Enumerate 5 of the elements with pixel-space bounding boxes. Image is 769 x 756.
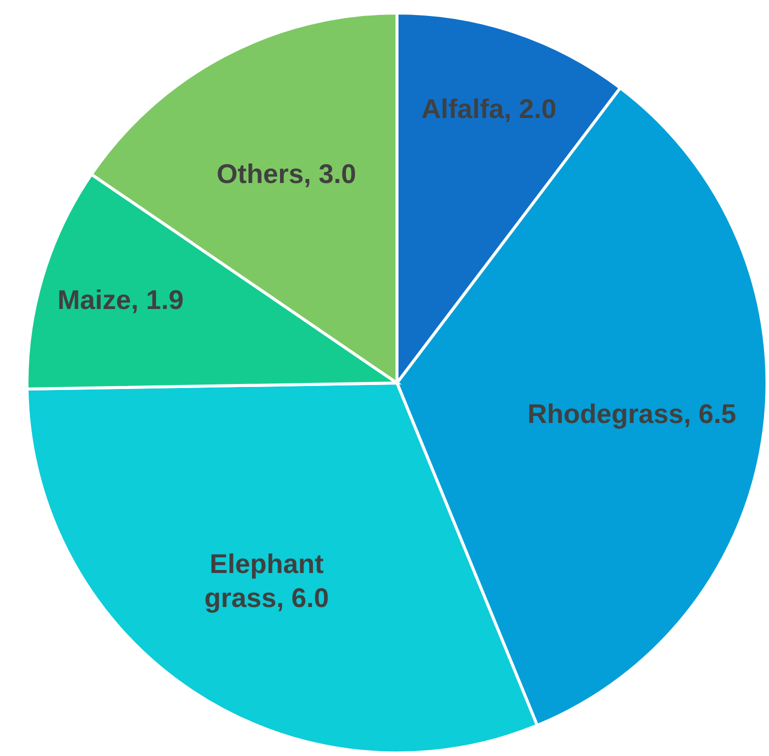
slice-label: Alfalfa, 2.0 bbox=[421, 93, 556, 126]
slice-label: Maize, 1.9 bbox=[58, 284, 184, 318]
slice-label: Rhodegrass, 6.5 bbox=[528, 398, 736, 431]
slice-label: Others, 3.0 bbox=[216, 158, 356, 191]
slice-label: Elephant grass, 6.0 bbox=[204, 548, 329, 615]
